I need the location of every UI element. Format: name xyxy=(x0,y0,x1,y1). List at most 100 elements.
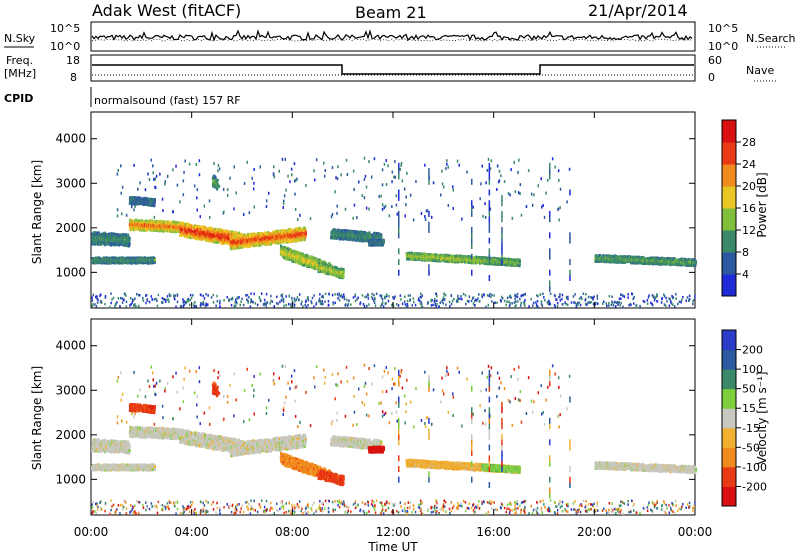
echo-cell xyxy=(106,233,109,237)
echo-cell xyxy=(132,225,136,229)
nsky-tick-top: 10^5 xyxy=(50,22,80,35)
echo-cell xyxy=(304,235,307,239)
echo-cell xyxy=(186,222,189,226)
echo-cell xyxy=(214,236,217,240)
echo-cell xyxy=(96,237,99,240)
echo-cell xyxy=(198,236,202,240)
echo-cell xyxy=(146,227,149,231)
echo-cell xyxy=(192,230,195,234)
echo-cell xyxy=(237,231,241,235)
echo-cell xyxy=(174,220,177,224)
nsky-panel xyxy=(90,21,696,52)
echo-cell xyxy=(109,239,112,243)
echo-cell xyxy=(155,219,158,223)
echo-cell xyxy=(213,238,216,242)
echo-cell xyxy=(158,229,161,233)
echo-cell xyxy=(181,229,184,233)
freq-tick-top: 18 xyxy=(66,54,80,67)
nsky-trace xyxy=(91,29,693,42)
echo-cell xyxy=(136,227,139,231)
echo-cell xyxy=(162,227,165,231)
echo-cell xyxy=(128,242,131,246)
echo-cell xyxy=(210,227,213,231)
echo-cell xyxy=(167,223,170,226)
echo-cell xyxy=(120,242,123,246)
echo-cell xyxy=(127,233,130,237)
echo-cell xyxy=(129,256,132,260)
station-title: Adak West (fitACF) xyxy=(92,1,241,20)
echo-cell xyxy=(100,242,103,246)
echo-cell xyxy=(342,270,345,274)
echo-cell xyxy=(181,233,184,237)
echo-cell xyxy=(193,236,196,240)
echo-cell xyxy=(196,228,199,231)
beam-title: Beam 21 xyxy=(355,3,427,22)
echo-cell xyxy=(128,238,131,242)
echo-cell xyxy=(323,262,326,266)
freq-label-top: Freq. xyxy=(6,54,33,67)
echo-cell xyxy=(178,223,181,227)
echo-cell xyxy=(116,233,119,236)
echo-cell xyxy=(177,221,180,225)
echo-cell xyxy=(140,219,144,223)
echo-cell xyxy=(155,221,158,225)
echo-cell xyxy=(152,220,155,224)
nsky-line xyxy=(91,29,693,42)
cpid-label: CPID xyxy=(4,92,33,105)
echo-cell xyxy=(206,238,209,242)
echo-cell xyxy=(218,234,222,238)
echo-cell xyxy=(207,236,210,240)
echo-cell xyxy=(156,229,159,233)
echo-cell xyxy=(216,240,219,244)
echo-cell xyxy=(206,227,209,231)
freq-trace xyxy=(92,64,694,75)
freq-tick-bottom: 8 xyxy=(70,71,77,84)
echo-cell xyxy=(228,242,231,246)
echo-cell xyxy=(203,234,207,238)
echo-cell xyxy=(147,226,150,229)
nsearch-line xyxy=(91,38,693,42)
echo-cell xyxy=(214,234,217,238)
freq-label-bottom: [MHz] xyxy=(4,67,36,80)
echo-cell xyxy=(91,242,94,246)
date-title: 21/Apr/2014 xyxy=(588,1,688,20)
echo-cell xyxy=(112,240,115,244)
echo-cell xyxy=(208,239,211,243)
freq-panel xyxy=(90,54,696,82)
echo-cell xyxy=(122,232,125,236)
nsky-label: N.Sky xyxy=(4,32,36,45)
echo-cell xyxy=(230,247,233,251)
echo-cell xyxy=(105,233,108,236)
echo-cell xyxy=(165,221,168,224)
echo-cell xyxy=(190,226,193,230)
nave-label: Nave xyxy=(746,64,774,77)
echo-cell xyxy=(128,244,131,248)
echo-cell xyxy=(187,222,190,226)
cpid-text: normalsound (fast) 157 RF xyxy=(94,94,241,107)
echo-cell xyxy=(135,218,138,222)
echo-cell xyxy=(203,237,206,241)
echo-cell xyxy=(92,235,95,239)
echo-cell xyxy=(160,229,163,233)
echo-cell xyxy=(97,231,100,235)
echo-cell xyxy=(124,233,128,237)
echo-cell xyxy=(205,232,208,236)
echo-cell xyxy=(201,236,204,240)
echo-cell xyxy=(122,243,125,247)
echo-cell xyxy=(161,224,164,228)
echo-cell xyxy=(231,246,234,250)
echo-cell xyxy=(213,240,216,244)
echo-cell xyxy=(108,240,111,244)
nsky-tick-bottom: 10^0 xyxy=(50,40,80,53)
echo-cell xyxy=(105,240,108,243)
power-panel xyxy=(90,111,696,309)
echo-cell xyxy=(138,219,141,223)
echo-cell xyxy=(162,229,165,233)
echo-cell xyxy=(180,222,183,226)
echo-cell xyxy=(211,233,214,237)
echo-cell xyxy=(93,240,96,244)
echo-cell xyxy=(94,234,97,238)
echo-cell xyxy=(184,222,187,226)
echo-cell xyxy=(114,239,117,243)
